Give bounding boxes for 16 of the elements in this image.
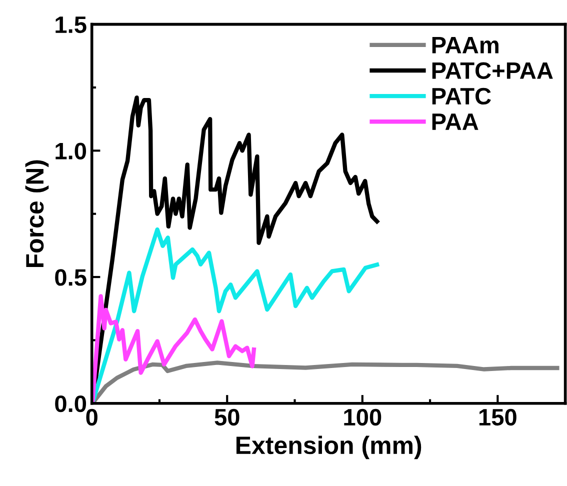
y-tick-label: 1.0 xyxy=(56,142,86,160)
x-tick-label: 100 xyxy=(344,408,382,426)
y-tick-label: 0.5 xyxy=(55,269,86,286)
x-tick-label: 50 xyxy=(214,408,240,426)
y-tick-label: 1.5 xyxy=(56,16,86,34)
legend-label: PAA xyxy=(432,114,478,130)
legend-label: PATC+PAA xyxy=(432,62,553,79)
x-axis-title: Extension (mm) xyxy=(236,436,422,460)
legend-label: PAAm xyxy=(432,36,498,54)
line-series xyxy=(92,294,256,404)
y-tick-label: 0.0 xyxy=(55,395,86,412)
legend-label: PATC xyxy=(432,88,491,105)
x-tick-label: 150 xyxy=(479,408,516,426)
y-axis-title: Force (N) xyxy=(25,160,49,268)
line-series xyxy=(92,227,380,404)
x-tick-label: 0 xyxy=(86,408,98,426)
